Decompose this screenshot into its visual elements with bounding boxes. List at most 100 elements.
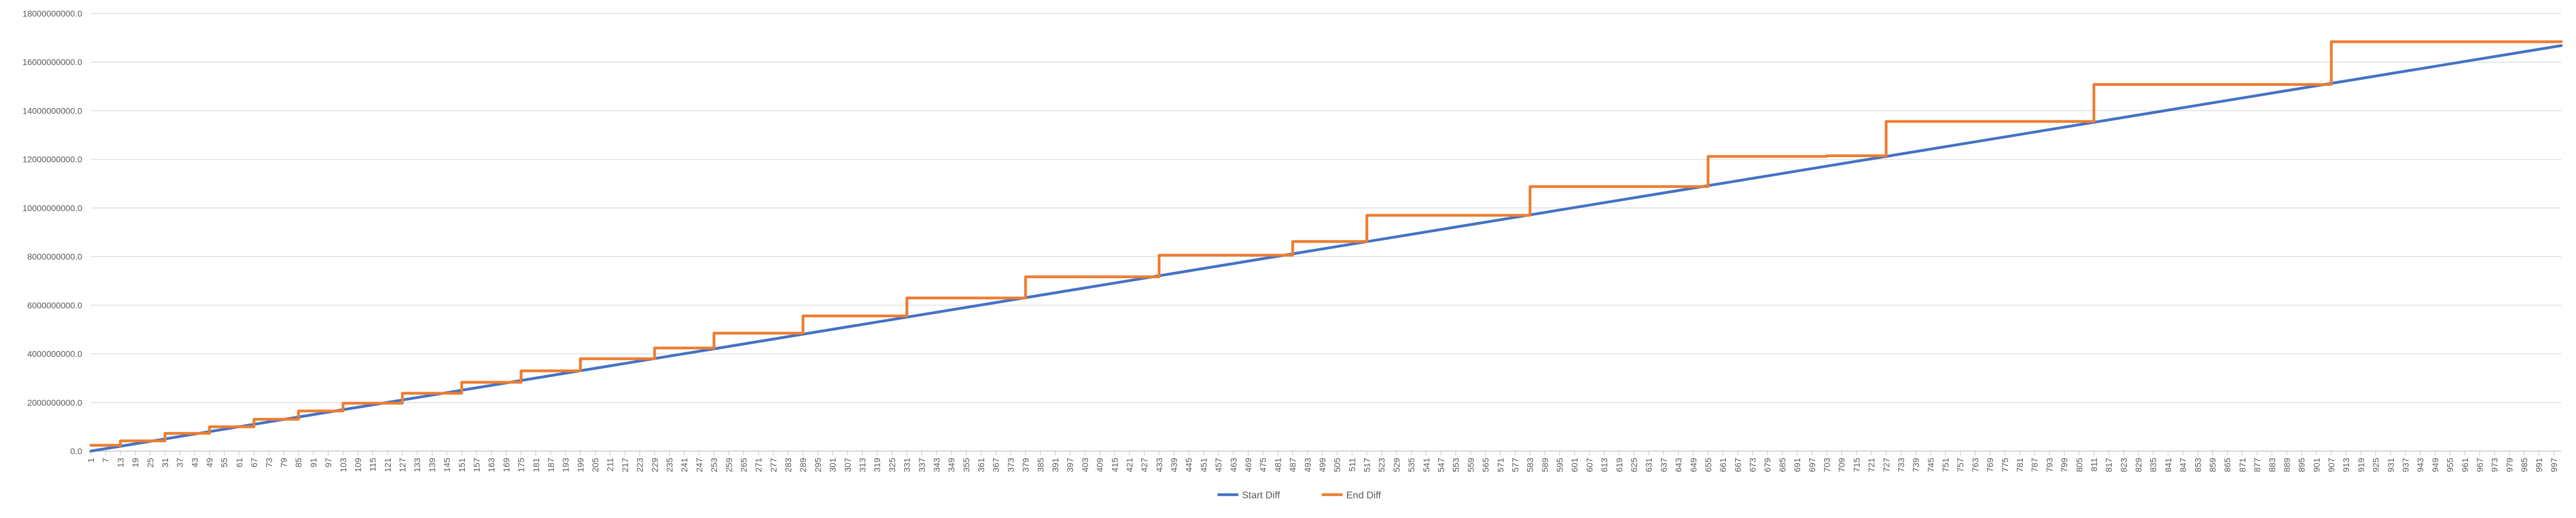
x-tick-label: 457 bbox=[1214, 458, 1224, 473]
x-tick-label: 139 bbox=[427, 458, 437, 473]
x-tick-label: 661 bbox=[1718, 458, 1728, 473]
x-tick-label: 739 bbox=[1911, 458, 1921, 473]
x-tick-label: 1 bbox=[86, 458, 96, 463]
x-tick-label: 655 bbox=[1703, 458, 1713, 473]
y-tick-label: 4000000000.0 bbox=[27, 349, 82, 359]
y-axis: 0.0 2000000000.0 4000000000.0 6000000000.0 8… bbox=[23, 9, 83, 456]
x-tick-label: 901 bbox=[2312, 458, 2321, 473]
x-tick-label: 397 bbox=[1065, 458, 1075, 473]
x-axis: 1 7 13 19 25 31 37 43 49 55 61 67 73 79 85 91 97 103 109 11… bbox=[86, 451, 2559, 472]
x-tick-label: 787 bbox=[2030, 458, 2039, 473]
x-tick-label: 31 bbox=[160, 458, 170, 468]
x-tick-label: 817 bbox=[2104, 458, 2114, 473]
x-tick-label: 847 bbox=[2178, 458, 2188, 473]
x-tick-label: 55 bbox=[220, 458, 229, 468]
x-tick-label: 589 bbox=[1540, 458, 1550, 473]
x-tick-label: 877 bbox=[2252, 458, 2262, 473]
series-line-end-diff bbox=[89, 40, 2563, 447]
x-tick-label: 223 bbox=[635, 458, 645, 473]
x-tick-label: 607 bbox=[1584, 458, 1594, 473]
x-tick-label: 469 bbox=[1243, 458, 1253, 473]
x-tick-label: 577 bbox=[1510, 458, 1520, 473]
x-tick-label: 487 bbox=[1288, 458, 1298, 473]
x-tick-label: 151 bbox=[457, 458, 467, 473]
series-lines bbox=[89, 40, 2563, 453]
y-tick-label: 2000000000.0 bbox=[27, 398, 82, 408]
x-tick-label: 49 bbox=[205, 458, 215, 468]
x-tick-label: 229 bbox=[650, 458, 659, 473]
x-tick-label: 745 bbox=[1926, 458, 1936, 473]
x-tick-label: 67 bbox=[249, 458, 259, 468]
x-tick-label: 109 bbox=[353, 458, 362, 473]
y-tick-label: 14000000000.0 bbox=[23, 106, 83, 115]
x-tick-label: 769 bbox=[1985, 458, 1995, 473]
x-tick-label: 433 bbox=[1154, 458, 1164, 473]
x-tick-label: 601 bbox=[1570, 458, 1579, 473]
x-tick-label: 439 bbox=[1169, 458, 1179, 473]
y-tick-label: 16000000000.0 bbox=[23, 57, 83, 67]
x-tick-label: 91 bbox=[309, 458, 318, 468]
x-tick-label: 199 bbox=[575, 458, 585, 473]
x-tick-label: 949 bbox=[2430, 458, 2440, 473]
x-tick-label: 73 bbox=[264, 458, 274, 468]
y-tick-label: 8000000000.0 bbox=[27, 252, 82, 261]
x-tick-label: 811 bbox=[2089, 458, 2099, 472]
x-tick-label: 451 bbox=[1198, 458, 1208, 473]
x-tick-label: 859 bbox=[2207, 458, 2217, 473]
x-tick-label: 349 bbox=[946, 458, 956, 473]
x-tick-label: 445 bbox=[1184, 458, 1194, 473]
x-tick-label: 751 bbox=[1941, 458, 1950, 473]
x-tick-label: 961 bbox=[2460, 458, 2470, 473]
x-tick-label: 211 bbox=[605, 458, 615, 472]
x-tick-label: 409 bbox=[1095, 458, 1105, 473]
x-tick-label: 991 bbox=[2534, 458, 2544, 473]
x-tick-label: 625 bbox=[1629, 458, 1639, 473]
x-tick-label: 535 bbox=[1406, 458, 1416, 473]
x-tick-label: 85 bbox=[294, 458, 304, 468]
x-tick-label: 79 bbox=[278, 458, 288, 468]
x-tick-label: 943 bbox=[2415, 458, 2425, 473]
y-tick-label: 18000000000.0 bbox=[23, 9, 83, 18]
x-tick-label: 379 bbox=[1021, 458, 1030, 473]
x-tick-label: 697 bbox=[1807, 458, 1817, 473]
x-tick-label: 673 bbox=[1748, 458, 1758, 473]
legend-label-end-diff: End Diff bbox=[1346, 490, 1381, 501]
x-tick-label: 757 bbox=[1955, 458, 1965, 473]
x-tick-label: 175 bbox=[516, 458, 526, 473]
x-tick-label: 967 bbox=[2475, 458, 2485, 473]
x-tick-label: 547 bbox=[1436, 458, 1446, 473]
y-tick-label: 0.0 bbox=[71, 446, 83, 456]
x-tick-label: 127 bbox=[397, 458, 407, 473]
x-tick-label: 163 bbox=[486, 458, 496, 473]
y-tick-label: 10000000000.0 bbox=[23, 203, 83, 213]
x-tick-label: 157 bbox=[472, 458, 481, 473]
y-tick-label: 6000000000.0 bbox=[27, 300, 82, 310]
x-tick-label: 841 bbox=[2163, 458, 2173, 473]
x-tick-label: 997 bbox=[2549, 458, 2559, 473]
x-tick-label: 493 bbox=[1303, 458, 1313, 473]
x-tick-label: 979 bbox=[2504, 458, 2514, 473]
x-tick-label: 835 bbox=[2149, 458, 2158, 473]
x-tick-label: 97 bbox=[323, 458, 333, 468]
x-tick-label: 721 bbox=[1866, 458, 1876, 473]
x-tick-label: 7 bbox=[101, 458, 110, 463]
x-tick-label: 595 bbox=[1555, 458, 1565, 473]
x-tick-label: 541 bbox=[1421, 458, 1431, 473]
x-tick-label: 649 bbox=[1689, 458, 1698, 473]
x-tick-label: 193 bbox=[561, 458, 570, 473]
x-tick-label: 637 bbox=[1658, 458, 1668, 473]
x-tick-label: 181 bbox=[531, 458, 541, 473]
x-tick-label: 313 bbox=[857, 458, 867, 473]
x-tick-label: 919 bbox=[2356, 458, 2366, 473]
x-tick-label: 685 bbox=[1777, 458, 1787, 473]
x-tick-label: 295 bbox=[813, 458, 822, 473]
x-tick-label: 511 bbox=[1347, 458, 1357, 472]
x-tick-label: 241 bbox=[680, 458, 689, 473]
x-tick-label: 829 bbox=[2134, 458, 2144, 473]
x-tick-label: 529 bbox=[1392, 458, 1401, 473]
x-tick-label: 793 bbox=[2044, 458, 2054, 473]
legend: Start Diff End Diff bbox=[1217, 490, 1381, 501]
x-tick-label: 235 bbox=[664, 458, 674, 473]
x-tick-label: 709 bbox=[1837, 458, 1847, 473]
